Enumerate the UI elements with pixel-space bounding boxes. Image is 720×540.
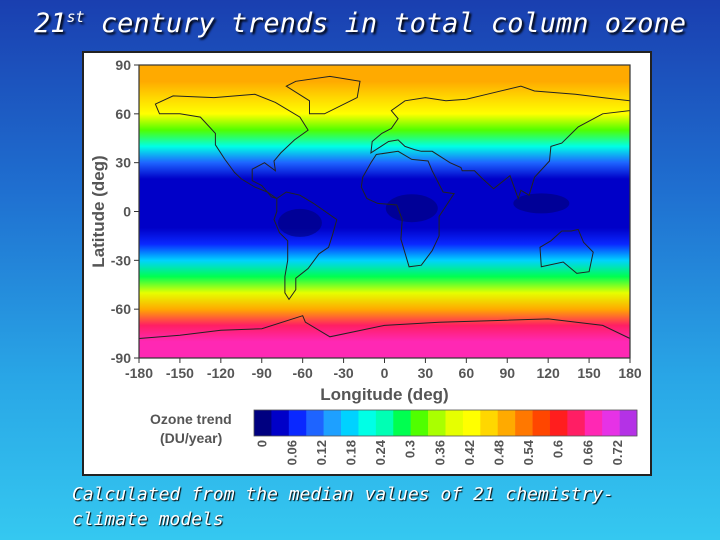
colorbar-swatch	[254, 410, 272, 436]
colorbar-swatch	[375, 410, 394, 436]
colorbar-swatch	[462, 410, 481, 436]
colorbar-frame	[253, 409, 638, 437]
colorbar-swatch	[515, 410, 533, 436]
colorbar-swatch	[341, 410, 359, 436]
colorbar: 0 0.06 0.12 0.18 0.24 0.3 0.36 0.42 0.48 0.54 0.6 0…	[253, 409, 638, 465]
colorbar-label-line2: (DU/year)	[160, 430, 222, 446]
x-tick-label: 60	[459, 365, 475, 381]
colorbar-tick-label: 0.48	[492, 440, 507, 465]
x-tick-label: -30	[333, 365, 353, 381]
x-tick-label: -120	[207, 365, 235, 381]
y-tick-label: -90	[111, 350, 131, 366]
x-tick-label: 150	[577, 365, 601, 381]
colorbar-tick-label: 0.24	[373, 439, 388, 465]
colorbar-tick-label: 0.12	[314, 440, 329, 465]
continent-south-america	[273, 191, 338, 301]
colorbar-swatch	[410, 410, 429, 436]
colorbar-swatch	[619, 410, 638, 436]
y-axis-label: Latitude (deg)	[89, 155, 108, 267]
y-tick-label: 60	[115, 106, 131, 122]
y-tick-label: 90	[115, 57, 131, 73]
colorbar-tick-label: 0.36	[432, 440, 447, 465]
colorbar-swatch	[497, 410, 516, 436]
tropical-low-region	[385, 194, 438, 223]
colorbar-swatch	[480, 410, 499, 436]
colorbar-swatch	[445, 410, 464, 436]
y-tick-label: -30	[111, 252, 131, 268]
x-tick-label: 120	[536, 365, 560, 381]
colorbar-swatch	[567, 410, 586, 436]
continent-north-america	[154, 93, 309, 199]
colorbar-tick-label: 0.18	[344, 440, 359, 465]
colorbar-tick-label: 0.06	[284, 440, 299, 465]
colorbar-tick-label: 0.6	[551, 440, 566, 458]
caption-line-1: Calculated from the median values of 21 …	[72, 484, 614, 505]
x-tick-label: -150	[166, 365, 194, 381]
x-axis-label: Longitude (deg)	[320, 385, 448, 404]
colorbar-swatch	[428, 410, 446, 436]
map-layer	[139, 65, 630, 358]
y-tick-label: 0	[123, 204, 131, 220]
axes: -180 -150 -120 -90 -60 -30 0 30 60 90 120 150 180 90 6…	[111, 57, 642, 381]
ozone-trend-map: -180 -150 -120 -90 -60 -30 0 30 60 90 120 150 180 90 6…	[89, 57, 642, 465]
colorbar-tick-label: 0.42	[462, 440, 477, 465]
colorbar-swatch	[602, 410, 620, 436]
colorbar-swatch	[393, 410, 411, 436]
colorbar-swatch	[323, 410, 342, 436]
colorbar-tick-label: 0.54	[521, 439, 536, 465]
x-tick-label: 90	[499, 365, 515, 381]
caption: Calculated from the median values of 21 …	[72, 482, 692, 532]
colorbar-tick-label: 0	[255, 440, 270, 447]
y-tick-label: 30	[115, 155, 131, 171]
continent-eurasia	[370, 85, 631, 201]
colorbar-tick-label: 0.66	[580, 440, 595, 465]
x-tick-label: -180	[125, 365, 153, 381]
slide-title: 21st century trends in total column ozon…	[0, 8, 720, 39]
colorbar-swatch	[549, 410, 568, 436]
continent-antarctica	[138, 315, 631, 339]
x-tick-label: -90	[252, 365, 272, 381]
continent-outlines	[138, 75, 631, 339]
continent-africa	[360, 150, 455, 268]
title-rest: century trends in total column ozone	[84, 8, 687, 39]
colorbar-tick-label: 0.72	[610, 440, 625, 465]
ozone-trend-figure: -180 -150 -120 -90 -60 -30 0 30 60 90 120 150 180 90 6…	[82, 51, 652, 476]
caption-line-2: climate models	[72, 509, 224, 530]
continent-australia	[539, 228, 594, 274]
colorbar-swatch	[271, 410, 290, 436]
colorbar-swatch	[288, 410, 307, 436]
title-superscript: st	[66, 8, 85, 26]
colorbar-swatch	[358, 410, 377, 436]
colorbar-swatch	[584, 410, 603, 436]
x-tick-label: 0	[381, 365, 389, 381]
colorbar-label-line1: Ozone trend	[150, 411, 232, 427]
colorbar-swatch	[532, 410, 551, 436]
continent-greenland	[285, 75, 361, 115]
x-tick-label: 180	[618, 365, 642, 381]
x-tick-label: 30	[418, 365, 434, 381]
tropical-low-region	[277, 208, 322, 237]
x-tick-label: -60	[293, 365, 313, 381]
tropical-low-region	[513, 193, 570, 214]
y-tick-label: -60	[111, 301, 131, 317]
colorbar-swatch	[306, 410, 324, 436]
colorbar-tick-label: 0.3	[403, 440, 418, 458]
title-prefix: 21	[33, 8, 67, 39]
